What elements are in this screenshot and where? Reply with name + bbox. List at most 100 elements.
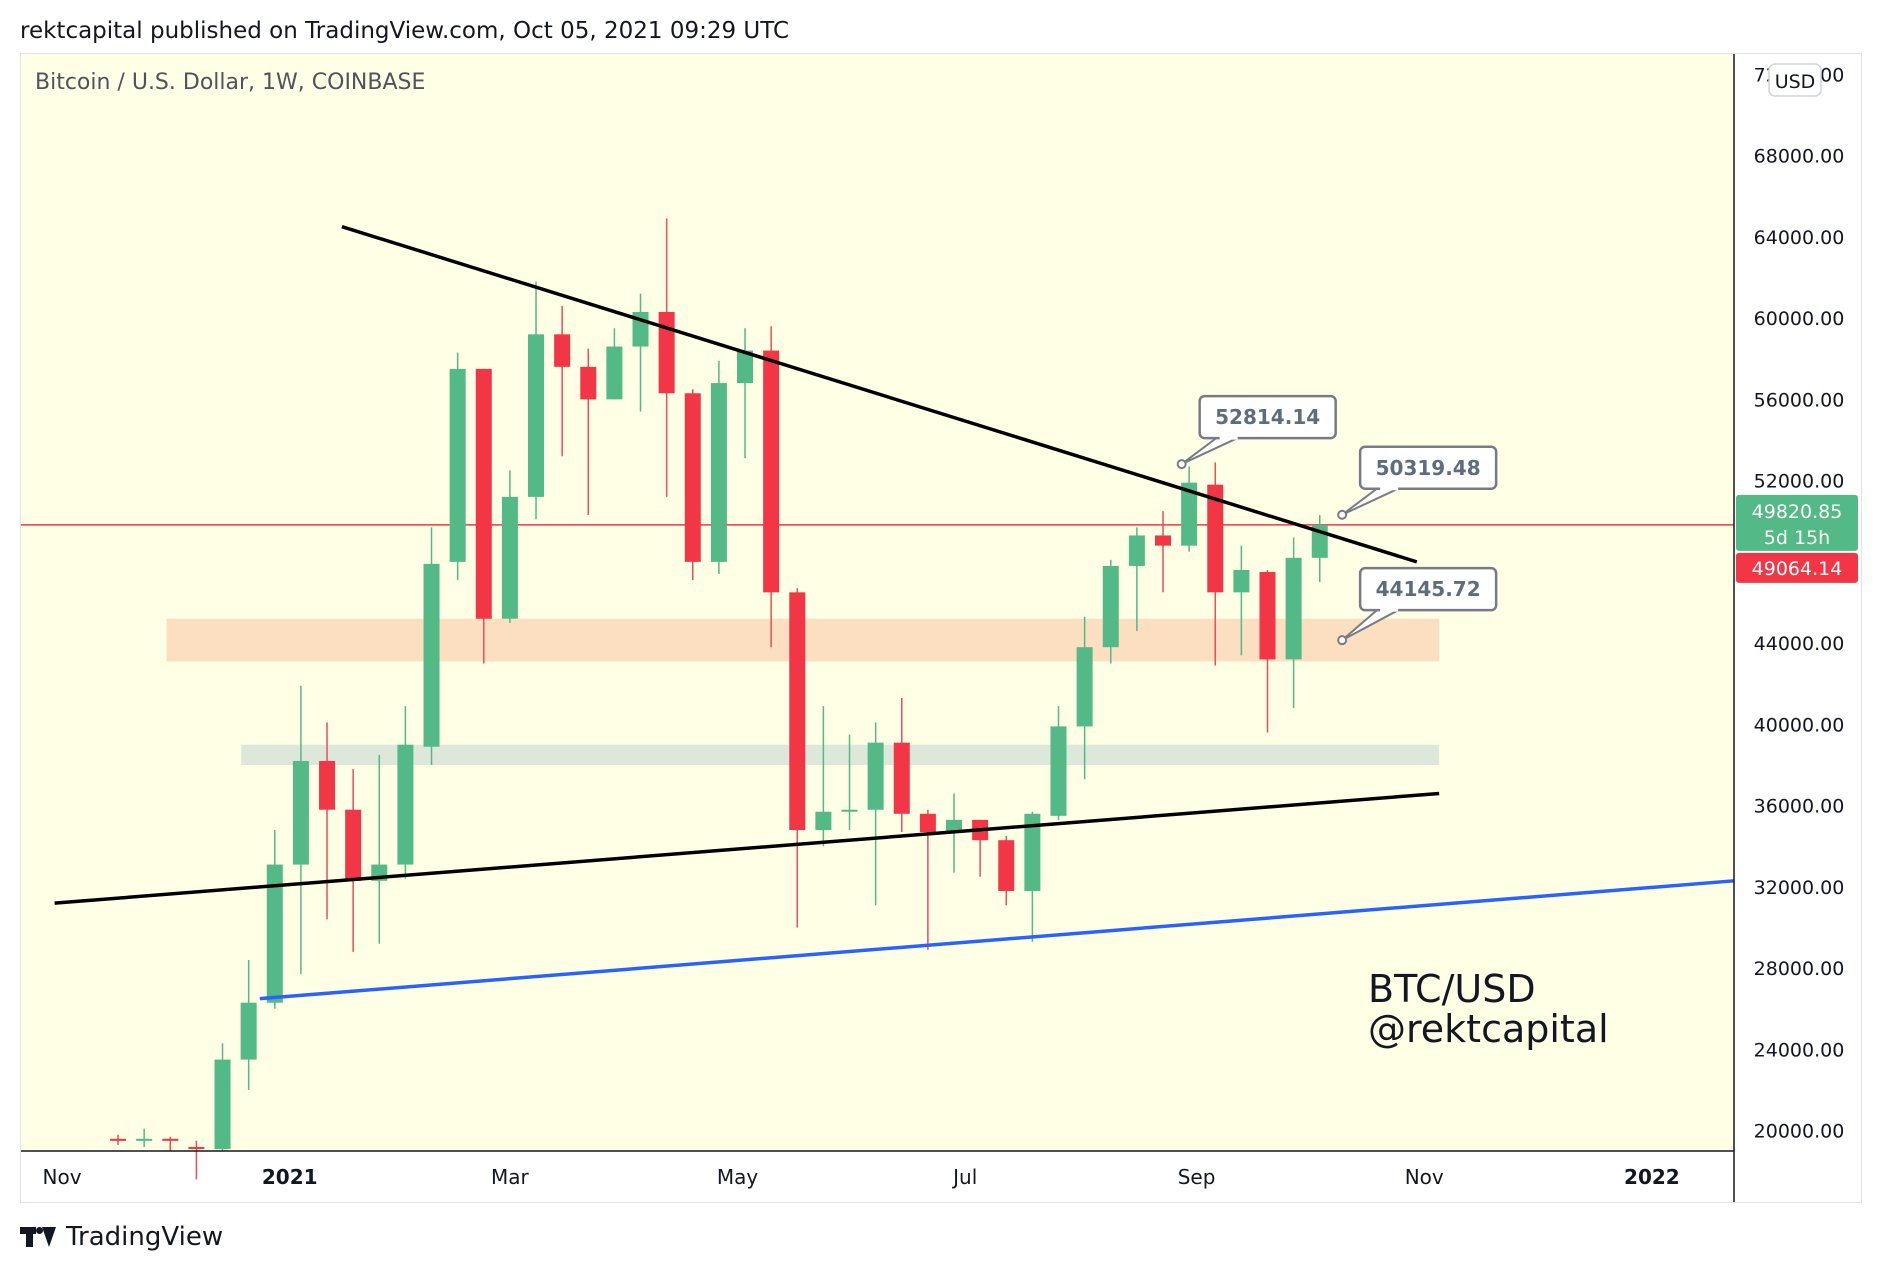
callout-anchor (1176, 459, 1187, 470)
y-tick-label: 28000.00 (1754, 958, 1845, 980)
x-tick-label: Jul (951, 1165, 977, 1189)
candle (580, 348, 597, 516)
publish-header: rektcapital published on TradingView.com… (20, 18, 790, 44)
prev-price-value: 49064.14 (1752, 558, 1843, 580)
candle-body (1285, 557, 1302, 660)
watermark-line1: BTC/USD (1368, 967, 1536, 1011)
candle-body (1024, 813, 1041, 891)
y-tick-label: 56000.00 (1754, 389, 1845, 411)
candle-body (292, 760, 309, 865)
candle (1207, 462, 1224, 666)
candle-body (737, 350, 754, 384)
candle-body (345, 809, 362, 881)
candlestick-chart[interactable]: 52814.14 50319.48 44145.72 20000.00 24000.0… (21, 54, 1861, 1202)
y-tick-label: 52000.00 (1754, 471, 1845, 493)
callout-anchor (1337, 509, 1348, 520)
candle (423, 527, 440, 766)
candle (501, 470, 518, 623)
candle (1050, 706, 1067, 820)
candle (475, 368, 492, 664)
y-tick-label: 20000.00 (1754, 1121, 1845, 1143)
candle-body (162, 1138, 179, 1141)
candle-body (554, 334, 571, 367)
currency-button[interactable]: USD (1768, 63, 1822, 97)
candle-body (397, 744, 414, 865)
candle (763, 326, 780, 648)
candle (998, 836, 1015, 906)
candle-body (475, 368, 492, 619)
candle-body (423, 563, 440, 747)
candle-body (946, 819, 963, 833)
candle (449, 352, 466, 581)
candle (188, 1140, 205, 1180)
price-axis[interactable]: 20000.00 24000.00 28000.00 32000.00 36000.00… (1754, 64, 1845, 1142)
support-trendline (54, 791, 1440, 905)
candle (841, 734, 858, 831)
candle-body (893, 742, 910, 814)
candle (789, 588, 806, 928)
candle-body (1207, 484, 1224, 593)
candle-body (214, 1059, 231, 1149)
candle-body (998, 840, 1015, 891)
candle (606, 328, 623, 400)
candle (1155, 511, 1171, 593)
callout-label: 52814.14 (1215, 405, 1320, 429)
currency-label: USD (1775, 71, 1816, 93)
y-tick-label: 24000.00 (1754, 1039, 1845, 1061)
candle (893, 697, 910, 833)
chart-frame[interactable]: 52814.14 50319.48 44145.72 20000.00 24000.0… (20, 53, 1862, 1203)
candle-body (449, 368, 466, 562)
candle-body (1181, 482, 1198, 546)
candle-body (815, 811, 832, 831)
last-price-value: 49820.85 (1752, 501, 1843, 523)
candle (110, 1134, 127, 1145)
candle (737, 328, 754, 459)
time-axis[interactable]: Nov 2021 Mar May Jul Sep Nov 2022 (43, 1165, 1680, 1189)
candle-body (1155, 535, 1171, 546)
candle (815, 706, 832, 847)
resistance-trendline (341, 225, 1418, 564)
candle (867, 722, 884, 906)
candle (710, 360, 727, 575)
candle (240, 960, 257, 1091)
candle-body (841, 809, 858, 812)
candle (1128, 527, 1145, 631)
candle (1102, 559, 1119, 664)
candle-body (867, 742, 884, 810)
candle (554, 305, 571, 457)
candle-body (1076, 647, 1093, 727)
candle-body (240, 1002, 257, 1060)
long-support-line (259, 879, 1735, 1001)
x-tick-label: Mar (491, 1165, 530, 1189)
y-tick-label: 40000.00 (1754, 714, 1845, 736)
price-callout: 44145.72 (1337, 566, 1498, 646)
candle-body (684, 393, 701, 562)
candle-body (319, 760, 336, 810)
candle-body (789, 592, 806, 831)
tradingview-logo[interactable]: TradingView (20, 1222, 223, 1252)
x-tick-label: May (717, 1165, 759, 1189)
price-callout: 50319.48 (1337, 445, 1498, 520)
x-tick-label: Sep (1178, 1165, 1216, 1189)
candle-body (528, 334, 545, 497)
candle (1024, 811, 1041, 942)
tradingview-brand: TradingView (66, 1222, 224, 1252)
last-price-label: 49820.85 5d 15h (1736, 494, 1858, 551)
candle (162, 1136, 179, 1151)
candle-body (710, 383, 727, 562)
candle (214, 1043, 231, 1151)
candle-body (658, 311, 675, 394)
price-callout: 52814.14 (1176, 394, 1337, 470)
callout-label: 44145.72 (1376, 577, 1481, 601)
candle-body (1050, 726, 1067, 816)
y-tick-label: 32000.00 (1754, 877, 1845, 899)
tradingview-logo-icon (20, 1225, 58, 1249)
candle-body (501, 496, 518, 619)
candle (528, 281, 545, 520)
candle-body (188, 1146, 205, 1149)
symbol-legend: Bitcoin / U.S. Dollar, 1W, COINBASE (35, 70, 425, 95)
candle-body (1128, 535, 1145, 566)
candle (319, 722, 336, 920)
x-tick-label: 2022 (1624, 1165, 1680, 1189)
candle-body (763, 350, 780, 593)
